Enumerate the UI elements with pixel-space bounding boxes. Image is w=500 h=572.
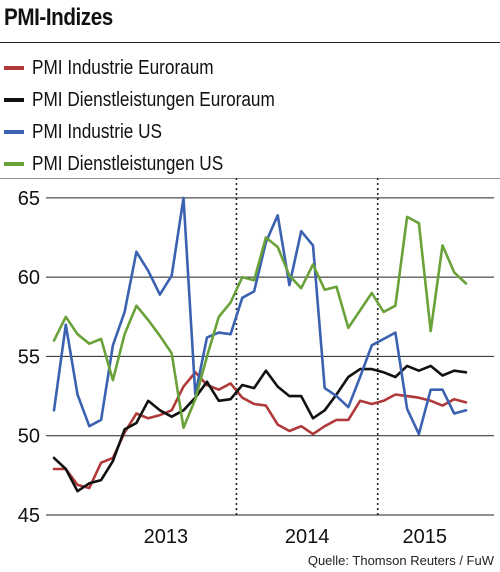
series-line-2 <box>52 364 468 493</box>
legend-label: PMI Industrie Euroraum <box>32 56 214 79</box>
legend-item-blue: PMI Industrie US <box>4 116 314 148</box>
line-chart: 45 50 55 60 65 2013 2014 2015 <box>0 178 500 548</box>
y-tick-label: 65 <box>18 188 40 210</box>
y-tick-label: 50 <box>18 426 40 448</box>
y-tick-label: 55 <box>18 346 40 368</box>
legend: PMI Industrie Euroraum PMI Dienstleistun… <box>4 52 314 180</box>
legend-item-black: PMI Dienstleistungen Euroraum <box>4 84 314 116</box>
chart-title: PMI-Indizes <box>4 4 113 31</box>
legend-swatch-black <box>4 98 24 102</box>
legend-swatch-green <box>4 162 24 166</box>
x-tick-label: 2014 <box>285 526 330 548</box>
series-line-3 <box>52 196 468 436</box>
x-tick-label: 2015 <box>403 526 448 548</box>
legend-label: PMI Dienstleistungen US <box>32 152 224 175</box>
series-line-4 <box>52 215 468 430</box>
legend-label: PMI Industrie US <box>32 120 163 143</box>
legend-swatch-red <box>4 66 24 70</box>
y-tick-label: 45 <box>18 505 40 527</box>
legend-swatch-blue <box>4 130 24 134</box>
legend-item-red: PMI Industrie Euroraum <box>4 52 314 84</box>
x-tick-label: 2013 <box>144 526 189 548</box>
legend-item-green: PMI Dienstleistungen US <box>4 148 314 180</box>
y-tick-label: 60 <box>18 267 40 289</box>
source-note: Quelle: Thomson Reuters / FuW <box>307 553 494 568</box>
legend-label: PMI Dienstleistungen Euroraum <box>32 88 275 111</box>
title-rule <box>0 42 500 43</box>
